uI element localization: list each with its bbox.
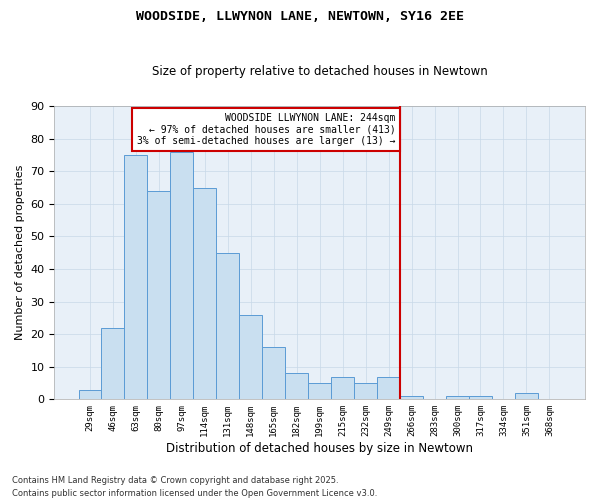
Bar [148,191,170,400]
Bar [354,383,377,400]
Bar [469,396,492,400]
Title: Size of property relative to detached houses in Newtown: Size of property relative to detached ho… [152,66,488,78]
Bar [79,390,101,400]
Bar [193,188,217,400]
Text: WOODSIDE, LLWYNON LANE, NEWTOWN, SY16 2EE: WOODSIDE, LLWYNON LANE, NEWTOWN, SY16 2E… [136,10,464,23]
Bar [262,347,285,400]
Bar [170,152,193,400]
Bar [515,393,538,400]
Bar [285,374,308,400]
Text: Contains HM Land Registry data © Crown copyright and database right 2025.
Contai: Contains HM Land Registry data © Crown c… [12,476,377,498]
Bar [308,383,331,400]
Y-axis label: Number of detached properties: Number of detached properties [15,165,25,340]
Bar [217,252,239,400]
Bar [124,155,148,400]
Bar [331,376,354,400]
X-axis label: Distribution of detached houses by size in Newtown: Distribution of detached houses by size … [166,442,473,455]
Bar [101,328,124,400]
Bar [239,314,262,400]
Bar [400,396,423,400]
Bar [446,396,469,400]
Bar [377,376,400,400]
Text: WOODSIDE LLWYNON LANE: 244sqm
← 97% of detached houses are smaller (413)
3% of s: WOODSIDE LLWYNON LANE: 244sqm ← 97% of d… [137,112,395,146]
